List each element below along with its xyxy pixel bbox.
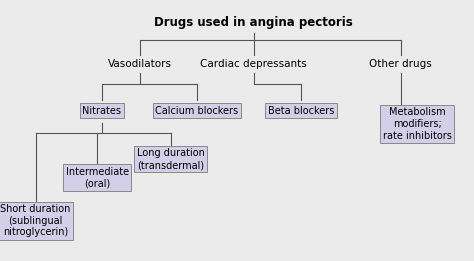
Text: Other drugs: Other drugs <box>369 59 432 69</box>
Text: Vasodilators: Vasodilators <box>108 59 172 69</box>
Text: Calcium blockers: Calcium blockers <box>155 106 238 116</box>
Text: Short duration
(sublingual
nitroglycerin): Short duration (sublingual nitroglycerin… <box>0 204 71 237</box>
Text: Cardiac depressants: Cardiac depressants <box>200 59 307 69</box>
Text: Metabolism
modifiers;
rate inhibitors: Metabolism modifiers; rate inhibitors <box>383 107 452 141</box>
Text: Intermediate
(oral): Intermediate (oral) <box>65 167 129 188</box>
Text: Drugs used in angina pectoris: Drugs used in angina pectoris <box>154 16 353 29</box>
Text: Beta blockers: Beta blockers <box>268 106 334 116</box>
Text: Long duration
(transdermal): Long duration (transdermal) <box>137 149 205 170</box>
Text: Nitrates: Nitrates <box>82 106 121 116</box>
